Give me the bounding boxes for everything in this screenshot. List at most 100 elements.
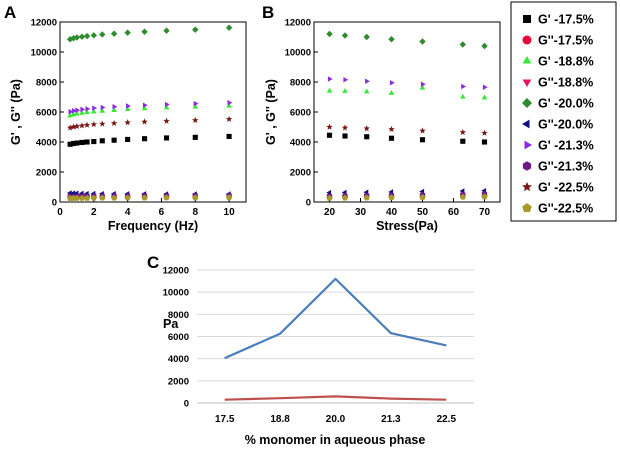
legend-marker	[522, 35, 532, 45]
chart-a-axes: 0 2 4 6 8 10 0 2000 4000 6000 8000 10000 12000	[31, 18, 236, 219]
chart-c-lines	[224, 277, 447, 401]
chart-a-point	[70, 140, 77, 147]
chart-b-point	[342, 88, 348, 93]
chart-a-point	[163, 117, 170, 124]
chart-b-point	[341, 124, 349, 131]
chart-a-point	[226, 102, 232, 108]
chart-b-point	[388, 36, 395, 43]
chart-b-series-g-18-8	[326, 84, 488, 100]
chart-a-xlabel: Frequency (Hz)	[108, 219, 198, 233]
chart-a-point	[84, 194, 91, 201]
chart-a-point	[73, 194, 80, 201]
chart-a-xtick-label: 8	[192, 207, 198, 218]
chart-a-point	[74, 110, 80, 116]
chart-a-point	[142, 102, 148, 109]
chart-a-point	[78, 194, 86, 201]
chart-b-point	[459, 41, 466, 48]
chart-b-point	[420, 81, 426, 88]
chart-a-series-g-17-5	[67, 133, 232, 147]
chart-b-point	[363, 125, 370, 132]
chart-a-ytick-label: 10000	[31, 48, 57, 59]
chart-a-point	[192, 26, 199, 33]
chart-b-point	[460, 93, 466, 99]
chart-c-xtick-label: 17.5	[215, 414, 235, 425]
chart-b-point	[365, 78, 370, 85]
chart-a-point	[110, 30, 118, 37]
chart-c-ytick-label: 4000	[168, 354, 189, 365]
chart-a-point	[126, 103, 131, 109]
chart-a-ytick-label: 0	[52, 198, 57, 209]
chart-b-point	[327, 76, 333, 82]
chart-b-point	[363, 194, 370, 201]
chart-a-point	[124, 194, 131, 201]
chart-a-point	[141, 194, 148, 201]
chart-b-point	[363, 33, 370, 41]
chart-a-point	[85, 106, 91, 112]
chart-c: 0 2000 4000 6000 8000 10000 12000 17.5 18.8 20.0 2…	[163, 266, 474, 447]
chart-b-point	[326, 123, 333, 130]
legend-marker	[522, 98, 532, 108]
legend-item: G''-21.3%	[522, 160, 593, 174]
legend-label: G' -17.5%	[538, 13, 594, 27]
chart-a-point	[124, 106, 131, 112]
chart-a-point	[111, 194, 118, 201]
chart-b-ytick-label: 0	[306, 198, 311, 209]
chart-b-point	[481, 94, 488, 100]
chart-a-series-g-21-3	[68, 99, 233, 115]
chart-b-point	[326, 132, 333, 138]
chart-c-ytick-label: 6000	[168, 332, 189, 343]
legend-label: G' -22.5%	[538, 181, 594, 195]
legend-item: G''-17.5%	[522, 34, 593, 48]
chart-b-point	[419, 194, 426, 200]
chart-b-xtick-label: 30	[355, 207, 367, 218]
legend-item: G' -22.5%	[522, 181, 594, 195]
legend: G' -17.5% G''-17.5% G' -18.8% G''-18.8% G' -…	[510, 1, 617, 222]
chart-a-ytick-label: 6000	[36, 108, 57, 119]
chart-a-point	[84, 139, 90, 145]
chart-a-point	[75, 107, 81, 113]
chart-c-ylabel: Pa	[163, 317, 179, 331]
legend-label: G''-22.5%	[538, 202, 593, 216]
chart-b-ytick-label: 6000	[290, 108, 311, 119]
chart-b-point	[388, 125, 395, 132]
legend-label: G' -18.8%	[538, 55, 594, 69]
panel-label-b: B	[262, 3, 274, 22]
chart-a-ytick-label: 12000	[31, 18, 57, 29]
chart-a-point	[73, 122, 81, 129]
chart-a-ylabel: G' , G'' (Pa)	[9, 79, 23, 145]
chart-a-point	[125, 136, 131, 143]
chart-b-points	[326, 30, 488, 201]
chart-a-point	[226, 133, 232, 140]
chart-b-point	[341, 194, 349, 201]
chart-a-point	[99, 120, 106, 127]
chart-b-xlabel: Stress(Pa)	[376, 219, 438, 233]
chart-c-xtick-label: 22.5	[437, 414, 457, 425]
chart-c-ytick-label: 0	[184, 399, 189, 410]
chart-a-point	[225, 115, 233, 122]
chart-a-point	[110, 119, 118, 126]
legend-label: G''-17.5%	[538, 34, 593, 48]
chart-b-point	[481, 139, 488, 145]
chart-b-point	[326, 194, 333, 201]
chart-a-point	[67, 141, 73, 147]
chart-b-point	[419, 137, 426, 143]
chart-b-point	[481, 193, 488, 200]
chart-a-point	[92, 105, 98, 111]
chart-a-points	[66, 24, 233, 201]
chart-b-point	[481, 42, 488, 50]
chart-b-point	[343, 76, 349, 83]
chart-a-point	[163, 27, 170, 34]
chart-a-point	[141, 28, 148, 35]
chart-b-point	[461, 83, 466, 90]
chart-a-point	[163, 194, 170, 201]
legend-label: G''-20.0%	[538, 118, 593, 132]
chart-a-point	[99, 138, 105, 144]
chart-a-point	[124, 119, 131, 126]
chart-c-grid	[197, 269, 474, 404]
legend-marker	[522, 203, 532, 213]
chart-c-series-g	[224, 395, 447, 401]
chart-a-point	[99, 31, 106, 38]
chart-a-series-g-18-8	[67, 102, 232, 118]
chart-b-point	[363, 88, 370, 94]
